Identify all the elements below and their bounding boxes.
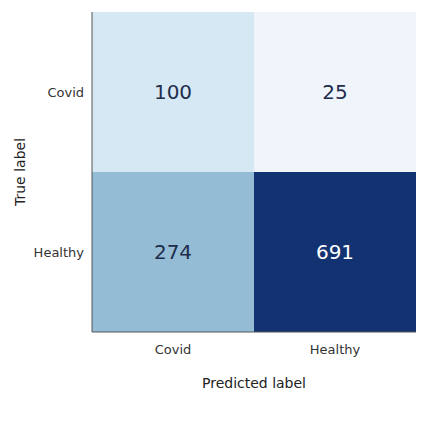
x-tick-label: Healthy [310, 342, 361, 357]
cell-label: 25 [322, 80, 347, 104]
cell-labels: 100 25 274 691 [154, 80, 354, 264]
x-axis-label: Predicted label [202, 375, 306, 391]
cell-label: 274 [154, 240, 192, 264]
y-tick-label: Healthy [34, 245, 85, 260]
cells [92, 12, 416, 332]
cell-label: 691 [316, 240, 354, 264]
y-axis-line [92, 12, 93, 332]
y-axis-label: True label [12, 138, 28, 207]
cell [92, 172, 254, 332]
cell [254, 172, 416, 332]
x-axis-line [92, 332, 416, 333]
y-tick-label: Covid [47, 85, 84, 100]
cell [254, 12, 416, 172]
chart: 100 25 274 691 Covid Healthy Covid Healthy Predi… [0, 0, 432, 432]
x-tick-label: Covid [155, 342, 192, 357]
cell-label: 100 [154, 80, 192, 104]
cell [92, 12, 254, 172]
